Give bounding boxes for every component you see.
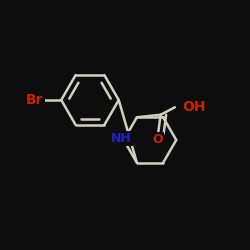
- Text: O: O: [153, 132, 164, 145]
- Text: OH: OH: [182, 100, 205, 114]
- Text: NH: NH: [111, 132, 132, 145]
- Text: Br: Br: [26, 93, 44, 107]
